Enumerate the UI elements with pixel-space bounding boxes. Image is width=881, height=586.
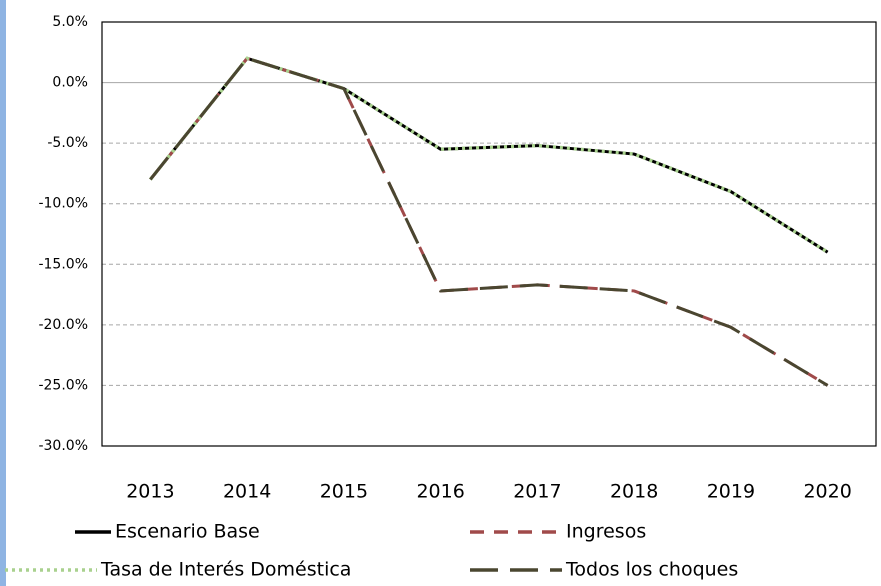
legend-label: Escenario Base <box>115 521 260 543</box>
x-tick-label: 2016 <box>416 481 464 503</box>
legend-label: Ingresos <box>566 521 646 543</box>
plot-frame <box>101 21 877 447</box>
y-tick-label: -20.0% <box>38 317 88 333</box>
x-tick-label: 2017 <box>513 481 561 503</box>
x-tick-label: 2013 <box>126 481 174 503</box>
y-tick-label: -30.0% <box>38 438 88 454</box>
y-tick-label: 0.0% <box>52 75 88 91</box>
x-tick-label: 2014 <box>223 481 271 503</box>
legend-label: Todos los choques <box>565 559 738 581</box>
y-tick-label: -15.0% <box>38 256 88 272</box>
x-tick-label: 2015 <box>320 481 368 503</box>
window-edge <box>0 0 6 586</box>
y-tick-label: -5.0% <box>47 135 88 151</box>
legend-label: Tasa de Interés Doméstica <box>100 559 351 581</box>
y-tick-label: 5.0% <box>52 14 88 30</box>
series-line <box>149 56 829 387</box>
x-tick-label: 2019 <box>707 481 755 503</box>
x-tick-label: 2018 <box>610 481 658 503</box>
y-tick-label: -10.0% <box>38 196 88 212</box>
x-tick-label: 2020 <box>803 481 851 503</box>
y-tick-label: -25.0% <box>38 377 88 393</box>
